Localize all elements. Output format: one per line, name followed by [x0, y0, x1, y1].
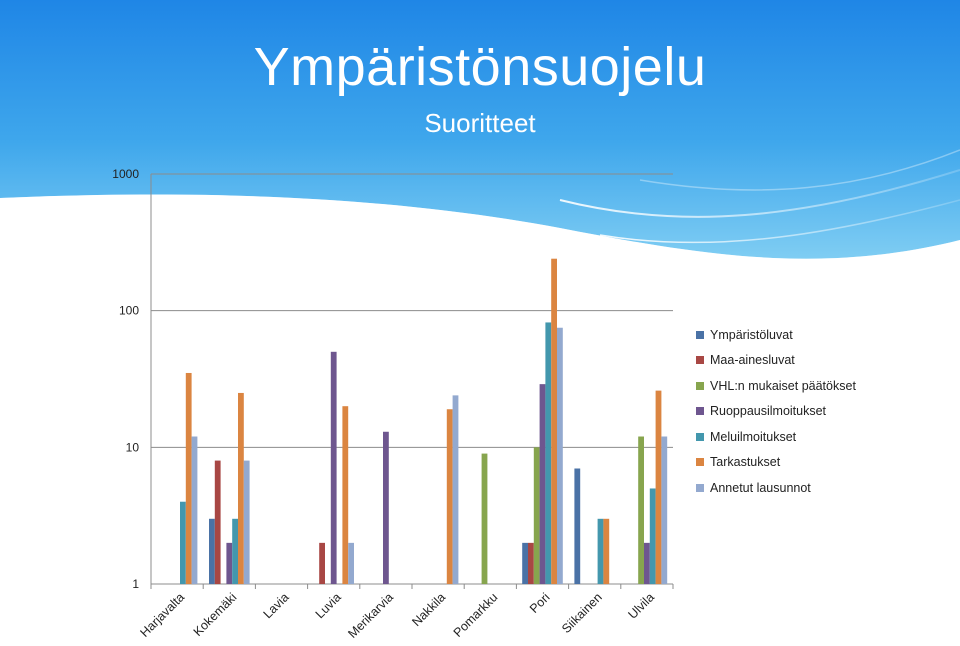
x-category-label: Lavia — [261, 590, 292, 621]
bar — [209, 518, 215, 584]
legend-label: VHL:n mukaiset päätökset — [710, 378, 856, 393]
bar — [243, 460, 250, 584]
legend-swatch — [696, 432, 704, 441]
bar — [383, 431, 389, 584]
legend-swatch — [696, 407, 704, 416]
bar — [452, 395, 459, 584]
legend-label: Annetut lausunnot — [710, 480, 811, 495]
bar — [533, 447, 540, 584]
y-tick-label: 10 — [126, 440, 140, 454]
bar — [551, 258, 557, 584]
legend-item: Ruoppausilmoitukset — [696, 399, 946, 425]
bar — [574, 468, 581, 584]
x-category-label: Kokemäki — [191, 590, 240, 639]
bar — [481, 453, 488, 584]
legend-item: Tarkastukset — [696, 450, 946, 476]
x-category-label: Pori — [527, 590, 553, 616]
legend-label: Ruoppausilmoitukset — [710, 404, 827, 419]
bar — [446, 409, 453, 584]
bar — [557, 327, 563, 584]
legend-swatch — [696, 458, 704, 467]
bar — [330, 351, 337, 584]
page-subtitle: Suoritteet — [424, 108, 536, 138]
bar — [319, 542, 325, 584]
chart-legend: Ympäristöluvat Maa-ainesluvat VHL:n mukais… — [696, 322, 946, 501]
legend-item: Annetut lausunnot — [696, 475, 946, 501]
x-category-label: Harjavalta — [138, 590, 188, 640]
bar — [348, 542, 354, 584]
x-category-label: Pomarkku — [451, 590, 501, 640]
legend-swatch — [696, 356, 704, 365]
bar — [226, 542, 233, 584]
y-tick-label: 100 — [119, 304, 139, 318]
legend-item: Maa-ainesluvat — [696, 348, 946, 374]
bar — [649, 488, 656, 584]
bar — [238, 392, 244, 584]
bar — [539, 384, 546, 584]
bar — [232, 518, 238, 584]
x-category-label: Merikarvia — [345, 590, 396, 641]
bar — [342, 406, 349, 584]
bar — [661, 436, 668, 584]
bar — [214, 460, 221, 584]
x-category-label: Nakkila — [409, 590, 448, 629]
x-category-label: Siikainen — [559, 590, 605, 636]
legend-item: Meluilmoitukset — [696, 424, 946, 450]
bar — [545, 322, 552, 584]
bar — [191, 436, 198, 584]
legend-label: Maa-ainesluvat — [710, 353, 795, 368]
bar — [603, 518, 610, 584]
page-title: Ympäristönsuojelu — [253, 37, 707, 97]
legend-item: VHL:n mukaiset päätökset — [696, 373, 946, 399]
bar — [638, 436, 644, 584]
bar — [644, 542, 650, 584]
bar — [180, 501, 186, 584]
legend-item: Ympäristöluvat — [696, 322, 946, 348]
legend-label: Tarkastukset — [710, 455, 781, 470]
y-tick-label: 1000 — [112, 167, 139, 181]
bar — [597, 518, 604, 584]
bar — [522, 542, 528, 584]
bar — [655, 390, 662, 584]
y-tick-label: 1 — [132, 577, 139, 591]
legend-swatch — [696, 483, 704, 492]
legend-label: Meluilmoitukset — [710, 429, 797, 444]
x-category-label: Ulvila — [626, 590, 658, 622]
bar — [528, 542, 534, 584]
x-category-label: Luvia — [313, 590, 344, 621]
legend-label: Ympäristöluvat — [710, 327, 793, 342]
legend-swatch — [696, 330, 704, 339]
bar — [185, 372, 192, 584]
legend-swatch — [696, 381, 704, 390]
